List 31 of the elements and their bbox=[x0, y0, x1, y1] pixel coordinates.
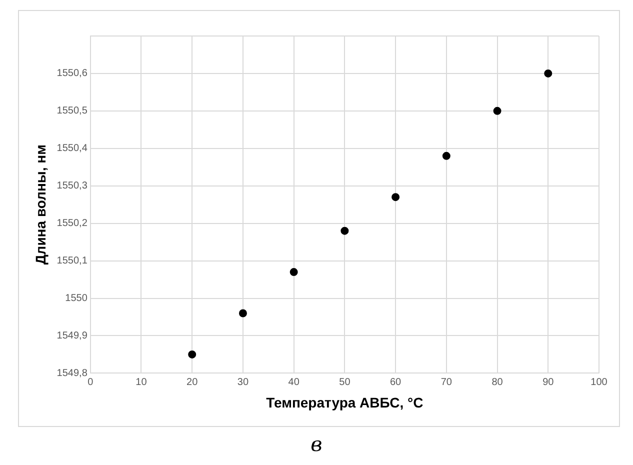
y-tick-label: 1550,3 bbox=[56, 180, 88, 192]
x-axis-title: Температура АВБС, °C bbox=[266, 394, 424, 410]
x-tick-label: 40 bbox=[288, 376, 300, 388]
point bbox=[544, 69, 552, 78]
point bbox=[290, 268, 298, 276]
point bbox=[392, 193, 400, 202]
y-tick-label: 1550,1 bbox=[56, 256, 88, 267]
x-tick-label: 20 bbox=[186, 376, 198, 388]
x-tick-label: 50 bbox=[339, 376, 351, 388]
y-tick-label: 1550,2 bbox=[56, 218, 88, 230]
x-tick-label: 70 bbox=[440, 376, 452, 388]
x-tick-label: 60 bbox=[390, 376, 402, 388]
point bbox=[188, 350, 196, 358]
x-tick-label: 90 bbox=[542, 376, 554, 388]
x-tick-label: 30 bbox=[237, 376, 249, 388]
x-tick-label: 100 bbox=[590, 376, 608, 388]
y-tick-label: 1550,6 bbox=[56, 68, 88, 80]
y-tick-label: 1549,8 bbox=[56, 368, 88, 379]
y-tick-label: 1549,9 bbox=[56, 330, 88, 342]
y-tick-label: 1550 bbox=[65, 293, 88, 304]
x-tick-label: 10 bbox=[136, 376, 148, 388]
x-tick-label: 0 bbox=[88, 376, 94, 388]
text: в bbox=[310, 432, 324, 456]
point bbox=[442, 152, 450, 160]
y-tick-label: 1550,5 bbox=[56, 106, 88, 117]
point bbox=[238, 309, 247, 318]
y-tick-label: 1550,4 bbox=[56, 143, 88, 154]
point bbox=[340, 226, 349, 235]
point bbox=[493, 106, 502, 115]
y-axis-title: Длина волны, нм bbox=[32, 144, 48, 265]
x-tick-label: 80 bbox=[492, 376, 504, 388]
